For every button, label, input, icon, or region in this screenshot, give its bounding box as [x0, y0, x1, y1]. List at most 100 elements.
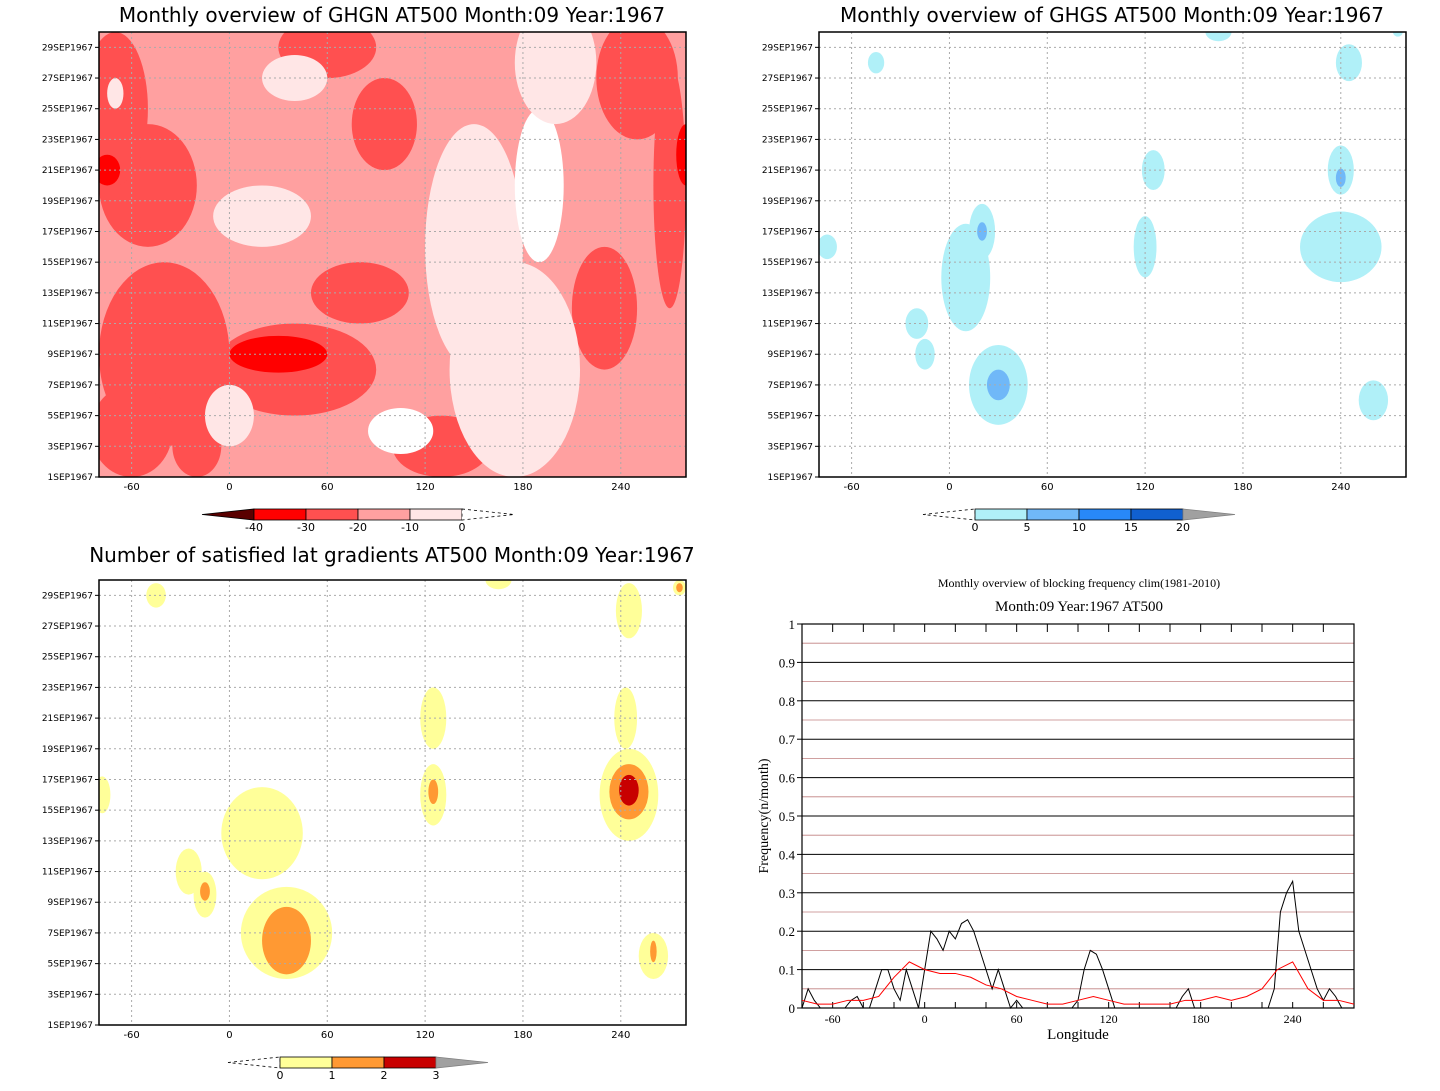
- colorbar-tick-label: -40: [245, 521, 263, 534]
- y-tick-label: 5SEP1967: [48, 960, 93, 970]
- x-tick-label: 180: [513, 1030, 532, 1041]
- y-tick-label: 7SEP1967: [48, 381, 93, 391]
- plot-frame: [818, 31, 1407, 478]
- y-tick-label: 21SEP1967: [42, 166, 93, 176]
- contour-region: [619, 774, 639, 806]
- x-tick-label: 240: [611, 1030, 630, 1041]
- contour-region: [428, 779, 439, 805]
- y-tick-label: 21SEP1967: [762, 166, 813, 176]
- y-tick-label: 25SEP1967: [42, 105, 93, 115]
- y-tick-label: 13SEP1967: [762, 289, 813, 299]
- y-tick-label: 15SEP1967: [762, 258, 813, 268]
- freq-panel: Monthly overview of blocking frequency c…: [757, 576, 1355, 1043]
- y-tick-label: 0: [789, 1001, 796, 1016]
- freq-subtitle: Month:09 Year:1967 AT500: [995, 599, 1163, 615]
- colorbar-segment: [305, 508, 359, 521]
- ghgs-title: Monthly overview of GHGS AT500 Month:09 …: [840, 3, 1384, 27]
- y-tick-label: 3SEP1967: [48, 990, 93, 1000]
- freq-ylabel: Frequency(n/month): [757, 758, 772, 873]
- x-tick-label: 0: [226, 482, 232, 493]
- x-tick-label: 120: [416, 482, 435, 493]
- colorbar-segment: [1078, 508, 1132, 521]
- y-tick-label: 0.9: [779, 655, 795, 670]
- y-tick-label: 19SEP1967: [762, 197, 813, 207]
- freq-title: Monthly overview of blocking frequency c…: [938, 576, 1220, 590]
- x-tick-label: 240: [1284, 1012, 1302, 1026]
- y-tick-label: 1SEP1967: [48, 1021, 93, 1031]
- y-tick-label: 0.6: [779, 771, 796, 786]
- y-tick-label: 11SEP1967: [762, 320, 813, 330]
- contour-region: [596, 32, 678, 140]
- colorbar-extend-high: [1182, 508, 1236, 521]
- colorbar: 0 1 2 3: [227, 1056, 489, 1082]
- ghgn-title: Monthly overview of GHGN AT500 Month:09 …: [119, 3, 665, 27]
- y-tick-label: 0.3: [779, 886, 795, 901]
- contour-region: [221, 787, 303, 880]
- lat-plot: -60 0 60 120 180 2401SEP19673SEP19675SEP19677…: [42, 579, 687, 1082]
- plot-frame: [98, 579, 687, 1026]
- y-tick-label: 13SEP1967: [42, 837, 93, 847]
- colorbar-extend-low: [922, 508, 976, 521]
- colorbar-segment: [253, 508, 307, 521]
- colorbar-extend-high: [461, 508, 515, 521]
- y-tick-label: 17SEP1967: [762, 227, 813, 237]
- colorbar-tick-label: 15: [1124, 521, 1138, 534]
- x-tick-label: 0: [946, 482, 952, 493]
- colorbar-extend-low: [227, 1056, 281, 1069]
- contour-region: [986, 369, 1010, 401]
- x-tick-label: 60: [1041, 482, 1054, 493]
- x-tick-label: 120: [1100, 1012, 1118, 1026]
- y-tick-label: 0.4: [779, 847, 796, 862]
- colorbar-tick-label: 1: [329, 1069, 336, 1082]
- colorbar-segment: [357, 508, 411, 521]
- y-tick-label: 1SEP1967: [768, 473, 813, 483]
- y-tick-label: 1: [789, 617, 796, 632]
- contour-region: [420, 687, 447, 749]
- contour-region: [615, 583, 642, 639]
- y-tick-label: 15SEP1967: [42, 258, 93, 268]
- colorbar-tick-label: -30: [297, 521, 315, 534]
- colorbar-tick-label: 0: [972, 521, 979, 534]
- colorbar-tick-label: -10: [401, 521, 419, 534]
- ghgs-panel: Monthly overview of GHGS AT500 Month:09 …: [762, 3, 1407, 534]
- contour-region: [213, 185, 311, 247]
- y-tick-label: 29SEP1967: [762, 43, 813, 53]
- contour-region: [351, 78, 417, 171]
- y-tick-label: 15SEP1967: [42, 806, 93, 816]
- colorbar-extend-low: [201, 508, 255, 521]
- x-tick-label: -60: [123, 1030, 139, 1041]
- colorbar-tick-label: 3: [433, 1069, 440, 1082]
- colorbar-segment: [279, 1056, 333, 1069]
- x-tick-label: -60: [825, 1012, 841, 1026]
- y-tick-label: 9SEP1967: [48, 898, 93, 908]
- contour-region: [99, 776, 111, 814]
- ghgs-plot: -60 0 60 120 180 240 1SEP1967 3SEP1967 5SEP1967 7…: [762, 31, 1407, 534]
- contour-region: [977, 222, 987, 241]
- y-tick-label: 23SEP1967: [42, 683, 93, 693]
- y-tick-label: 0.1: [779, 963, 795, 978]
- contour-region: [229, 335, 328, 373]
- contour-region: [1141, 150, 1165, 191]
- y-tick-label: 5SEP1967: [48, 412, 93, 422]
- y-tick-label: 9SEP1967: [768, 350, 813, 360]
- x-tick-label: 180: [513, 482, 532, 493]
- y-tick-label: 7SEP1967: [768, 381, 813, 391]
- x-tick-label: 240: [611, 482, 630, 493]
- ghgn-plot: -60 0 60 120 180 240 1SEP1967 3SEP1967 5SEP1967 7…: [42, 31, 687, 534]
- colorbar-extend-high: [435, 1056, 489, 1069]
- y-tick-label: 25SEP1967: [762, 105, 813, 115]
- y-tick-label: 5SEP1967: [768, 412, 813, 422]
- y-tick-label: 17SEP1967: [42, 227, 93, 237]
- y-tick-label: 21SEP1967: [42, 714, 93, 724]
- colorbar: 0 5 10 15 20: [922, 508, 1236, 534]
- contour-region: [571, 246, 638, 370]
- contour-region: [676, 583, 683, 593]
- colorbar-tick-label: 10: [1072, 521, 1086, 534]
- ghgn-panel: Monthly overview of GHGN AT500 Month:09 …: [42, 3, 687, 534]
- colorbar-tick-label: 2: [381, 1069, 388, 1082]
- x-tick-label: 180: [1233, 482, 1252, 493]
- contour-region: [676, 124, 686, 186]
- y-tick-label: 19SEP1967: [42, 197, 93, 207]
- climatology-line: [801, 961, 1355, 1005]
- colorbar-segment: [974, 508, 1028, 521]
